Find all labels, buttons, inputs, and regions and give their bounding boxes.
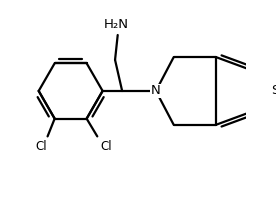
Text: N: N bbox=[151, 85, 161, 98]
Text: Cl: Cl bbox=[101, 140, 112, 153]
Text: H₂N: H₂N bbox=[104, 18, 128, 31]
Text: Cl: Cl bbox=[35, 140, 47, 153]
Text: S: S bbox=[271, 85, 276, 98]
